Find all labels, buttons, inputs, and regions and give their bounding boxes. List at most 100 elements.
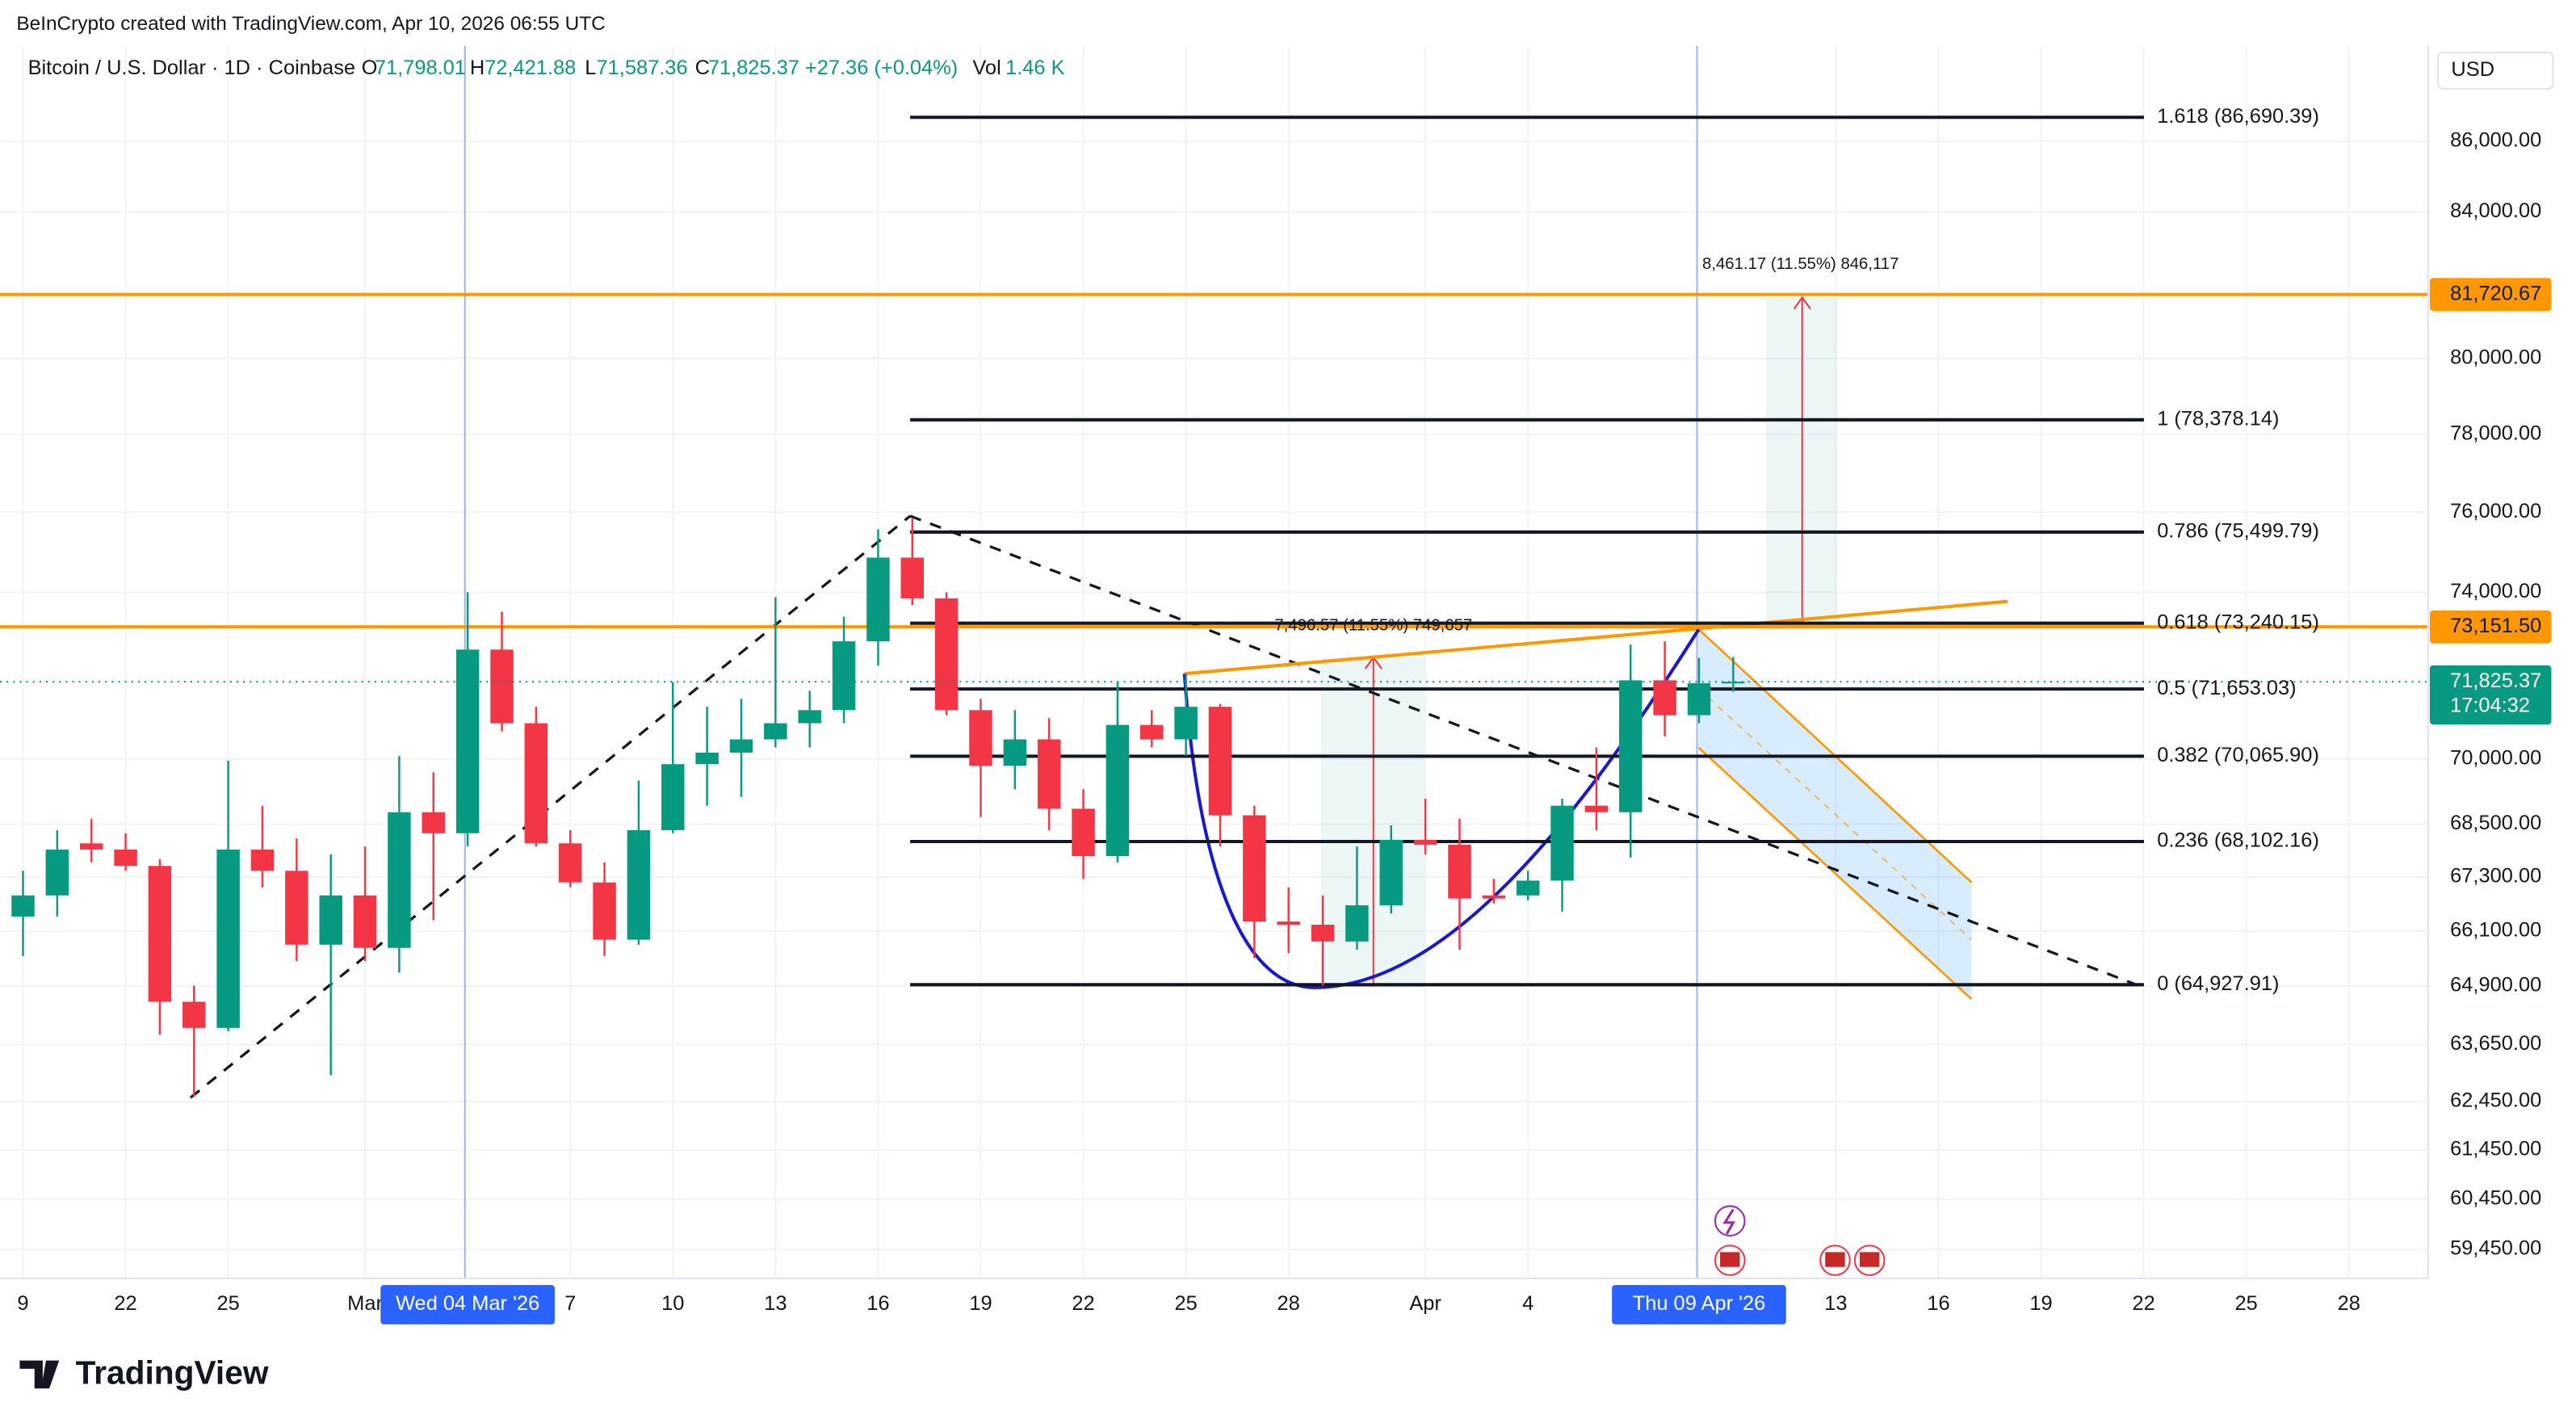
candle-body [1243,815,1266,922]
fib-label: 1 (78,378.14) [2157,408,2279,430]
currency-box[interactable] [2437,52,2554,90]
candles [0,115,2428,1097]
x-tick-label: 9 [17,1292,28,1315]
candle-body [1619,680,1643,812]
candle-body [1516,880,1540,896]
candle-body [866,557,890,642]
x-tick-label: 19 [969,1292,992,1315]
legend-high: 72,421.88 [485,57,576,79]
candle-body [593,882,616,940]
candle-body [1174,707,1198,740]
y-tick-label: 62,450.00 [2450,1089,2541,1112]
legend-change: +27.36 (+0.04%) [805,57,958,79]
candle-body [1277,921,1300,925]
fib-label: 0.5 (71,653.03) [2157,677,2296,699]
candle-body [183,1001,206,1028]
event-icon[interactable] [1714,1205,1746,1237]
candle-body [558,843,582,883]
x-tick-label: 25 [1174,1292,1197,1315]
fib-label: 0.382 (70,065.90) [2157,744,2319,766]
candle-body [388,812,411,948]
y-tick-label: 70,000.00 [2450,747,2541,770]
fib-label: 0.236 (68,102.16) [2157,829,2319,852]
legend-open: 71,798.01 [375,57,466,79]
legend-volume-label: Vol [972,57,1001,79]
y-tick-label: 86,000.00 [2450,129,2541,152]
legend-low-label: L [585,57,596,79]
candle-body [1037,739,1061,809]
measure-label: 7,496.57 (11.55%) 749,657 [1274,617,1472,635]
candle-body [1687,683,1711,716]
x-tick-label: 4 [1522,1292,1533,1315]
candle-body [764,723,787,740]
candle-body [1345,905,1369,942]
y-tick-label: 66,100.00 [2450,919,2541,942]
legend-open-label: O [362,57,378,79]
y-tick-label: 76,000.00 [2450,500,2541,523]
x-tick-label: 25 [2235,1292,2258,1315]
crosshair-label: Thu 09 Apr '26 [1633,1292,1766,1315]
candle-body [832,641,856,711]
flag-stripes [1825,1252,1845,1267]
y-tick-label: 60,450.00 [2450,1187,2541,1210]
candle-body [969,710,992,766]
y-tick-label: 78,000.00 [2450,422,2541,444]
price-tag-label: 81,720.67 [2450,282,2541,304]
last-price-label: 71,825.37 [2450,670,2541,692]
candle-body [729,739,753,753]
crosshair-label-box [380,1285,555,1324]
trend-line [909,514,2145,989]
neckline [1184,599,2008,676]
candle-body [1208,707,1232,816]
x-tick-label: 16 [1927,1292,1949,1315]
flag-stripes [1859,1252,1880,1267]
x-tick-label: 22 [1072,1292,1094,1315]
x-tick-label: Apr [1409,1292,1441,1315]
candle-body [1413,839,1437,845]
candle-body [1003,739,1027,766]
y-tick-label: 59,450.00 [2450,1237,2541,1260]
candle-body [353,895,377,948]
fib-label: 0 (64,927.91) [2157,972,2279,995]
candle-body [695,752,719,765]
measure-label: 8,461.17 (11.55%) 846,117 [1702,255,1898,273]
candle-body [285,871,308,945]
candle-body [1482,895,1506,899]
y-tick-label: 80,000.00 [2450,346,2541,368]
candle-body [1584,805,1609,812]
candle-body [1072,808,1095,857]
legend-volume: 1.46 K [1005,57,1065,79]
candle-body [455,649,480,833]
candle-body [45,849,69,896]
legend-close-label: C [695,57,710,79]
legend-high-label: H [470,57,485,79]
x-tick-label: 13 [1824,1292,1847,1315]
price-tag [2429,610,2552,644]
fib-label: 0.618 (73,240.15) [2157,611,2319,633]
events [1714,1205,1886,1276]
x-tick-label: 25 [216,1292,239,1315]
candle-body [250,849,275,871]
y-tick-label: 74,000.00 [2450,580,2541,602]
candle-body [1140,724,1164,740]
x-tick-label: 28 [2338,1292,2360,1315]
last-price-tag [2429,665,2552,725]
fib-label: 0.786 (75,499.79) [2157,520,2319,543]
price-tag-label: 73,151.50 [2450,615,2541,637]
price-tag [2429,278,2552,311]
channel-line [1697,746,1973,1001]
candle-body [422,812,446,833]
candle-body [661,764,685,830]
x-tick-label: Mar [347,1292,383,1315]
fib-label: 1.618 (86,690.39) [2157,105,2319,128]
overlay: 1.618 (86,690.39) 1 (78,378.14) 0.786 (75,… [1274,105,2552,995]
candle-body [319,895,342,945]
candle-body [627,829,651,940]
event-bolt [1722,1208,1735,1235]
candle-body [1722,682,1745,684]
candle-body [900,557,925,598]
x-tick-label: 22 [2132,1292,2154,1315]
candle-body [1448,844,1471,899]
y-tick-label: 63,650.00 [2450,1032,2541,1055]
